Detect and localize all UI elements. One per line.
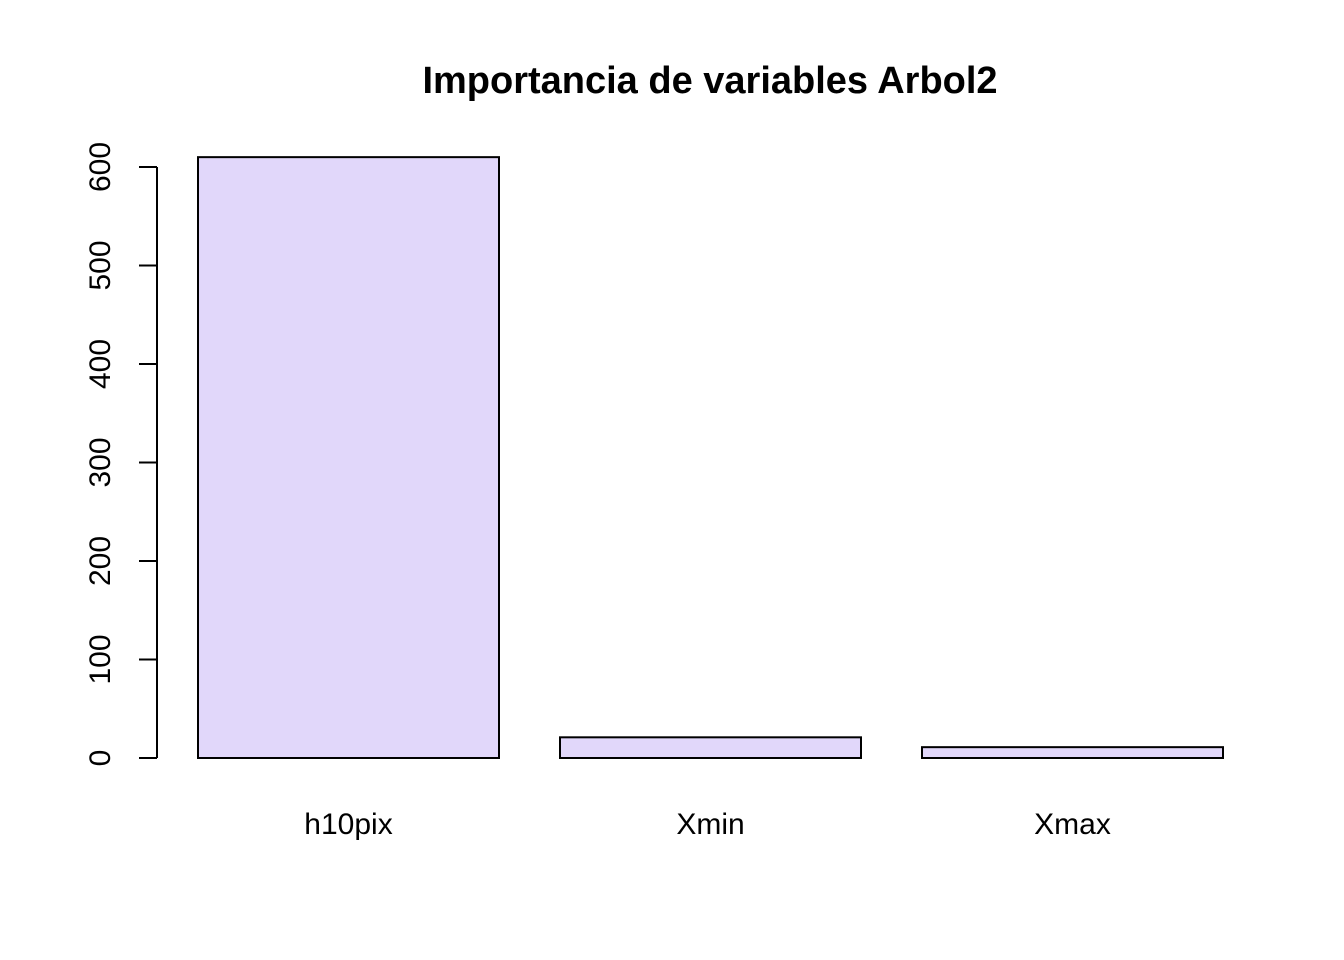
chart-title: Importancia de variables Arbol2 bbox=[422, 60, 997, 102]
y-tick-label: 600 bbox=[84, 142, 117, 192]
bar-xmax bbox=[921, 746, 1224, 759]
bar-xmin bbox=[559, 736, 862, 760]
x-category-label: Xmax bbox=[1034, 808, 1111, 841]
y-tick-label: 400 bbox=[84, 339, 117, 389]
x-category-label: h10pix bbox=[304, 808, 392, 841]
bars bbox=[197, 156, 1224, 760]
y-axis: 0 100 200 300 400 500 600 bbox=[84, 142, 158, 767]
y-tick-label: 0 bbox=[84, 750, 117, 767]
y-tick-label: 300 bbox=[84, 437, 117, 487]
bar-h10pix bbox=[197, 156, 500, 759]
x-axis-labels: h10pix Xmin Xmax bbox=[304, 808, 1111, 841]
y-tick-label: 200 bbox=[84, 536, 117, 586]
y-tick-label: 100 bbox=[84, 634, 117, 684]
y-tick-label: 500 bbox=[84, 240, 117, 290]
x-category-label: Xmin bbox=[676, 808, 744, 841]
